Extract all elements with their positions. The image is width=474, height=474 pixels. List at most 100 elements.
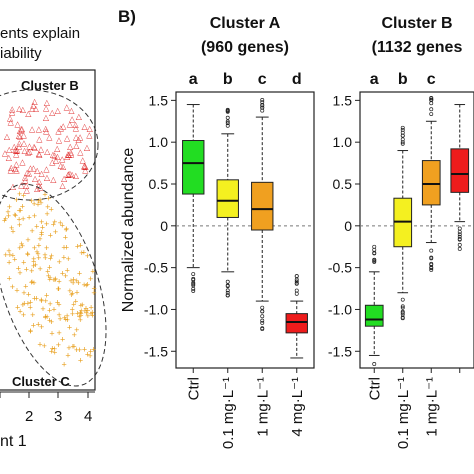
cluster-c-point: + (6, 246, 11, 256)
cluster-c-point: + (47, 299, 52, 309)
outlier-point (294, 274, 299, 279)
cluster-c-point: + (17, 220, 22, 230)
significance-letter: c (258, 71, 267, 88)
cluster-c-point: + (84, 308, 89, 318)
cluster-c-point: + (74, 276, 79, 286)
cluster-c-point: + (31, 254, 36, 264)
cluster-c-point: + (51, 275, 56, 285)
cluster-c-point: + (37, 264, 42, 274)
cluster-c-point: + (46, 193, 51, 203)
cluster-c-point: + (3, 214, 8, 224)
cluster-c-point: + (21, 310, 26, 320)
outlier-point (260, 102, 265, 107)
cluster-c-point: + (46, 271, 51, 281)
cluster-c-point: + (79, 306, 84, 316)
outlier-point (294, 279, 299, 284)
cluster-b-point: △ (68, 106, 75, 115)
y-tick-label: 1.5 (149, 92, 169, 108)
cluster-c-point: + (69, 290, 74, 300)
cluster-c-point: + (5, 207, 10, 217)
outlier-point (457, 242, 462, 247)
cluster-b-point: △ (68, 147, 75, 156)
outlier-point (260, 305, 265, 310)
cluster-b-point: △ (82, 162, 89, 171)
cluster-b-point: △ (34, 166, 41, 175)
cluster-c-point: + (20, 214, 25, 224)
outlier-point (429, 267, 434, 272)
cluster-b-point: △ (29, 104, 36, 113)
cluster-c-point: + (79, 248, 84, 258)
plot-frame (175, 91, 315, 369)
cluster-b-point: △ (36, 177, 43, 186)
cluster-b-point: △ (34, 184, 41, 193)
cluster-c-point: + (20, 201, 25, 211)
cluster-c-point: + (17, 243, 22, 253)
cluster-b-point: △ (87, 124, 94, 133)
cluster-b-point: △ (53, 156, 60, 165)
cluster-c-point: + (71, 342, 76, 352)
cluster-c-point: + (29, 266, 34, 276)
outlier-point (400, 140, 405, 145)
cluster-b-point: △ (36, 150, 43, 159)
cluster-c-point: + (32, 293, 37, 303)
cluster-b-point: △ (81, 161, 88, 170)
cluster-c-point: + (78, 240, 83, 250)
cluster-b-point: △ (44, 173, 51, 182)
cluster-b-point: △ (84, 143, 91, 152)
cluster-c-point: + (32, 243, 37, 253)
cluster-b-point: △ (86, 131, 93, 140)
cluster-b-point: △ (8, 166, 15, 175)
outlier-point (372, 251, 377, 256)
cluster-c-point: + (58, 218, 63, 228)
cluster-c-point: + (12, 254, 17, 264)
cluster-c-point: + (7, 274, 12, 284)
cluster-c-point: + (57, 314, 62, 324)
cluster-b-point: △ (54, 152, 61, 161)
cluster-c-point: + (66, 343, 71, 353)
cluster-b-point: △ (50, 175, 57, 184)
cluster-c-point: + (36, 240, 41, 250)
cluster-c-point: + (81, 247, 86, 257)
cluster-b-point: △ (16, 138, 23, 147)
cluster-c-point: + (21, 190, 26, 200)
outlier-point (400, 137, 405, 142)
cluster-c-point: + (40, 304, 45, 314)
cluster-b-point: △ (18, 125, 25, 134)
cluster-c-point: + (85, 305, 90, 315)
cluster-c-point: + (34, 294, 39, 304)
cluster-c-point: + (45, 209, 50, 219)
cluster-b-point: △ (13, 146, 20, 155)
cluster-c-point: + (87, 351, 92, 361)
cluster-c-point: + (20, 241, 25, 251)
outlier-point (400, 312, 405, 317)
cluster-c-point: + (31, 261, 36, 271)
cluster-c-point: + (29, 196, 34, 206)
cluster-b-point: △ (14, 146, 21, 155)
cluster-c-point: + (17, 306, 22, 316)
cluster-c-point: + (51, 305, 56, 315)
cluster-c-point: + (60, 220, 65, 230)
cluster-c-point: + (78, 315, 83, 325)
x-category-label: Ctrl (366, 377, 383, 400)
cluster-b-point: △ (64, 103, 71, 112)
cluster-c-point: + (53, 275, 58, 285)
cluster-c-point: + (82, 280, 87, 290)
cluster-c-point: + (36, 320, 41, 330)
cluster-b-point: △ (13, 150, 20, 159)
cluster-c-point: + (14, 195, 19, 205)
outlier-point (225, 288, 230, 293)
cluster-b-point: △ (67, 120, 74, 129)
cluster-b-point: △ (2, 148, 9, 157)
cluster-b-point: △ (19, 124, 26, 133)
cluster-b-point: △ (43, 164, 50, 173)
cluster-c-point: + (88, 309, 93, 319)
y-tick-label: 0 (344, 218, 352, 234)
cluster-c-point: + (60, 334, 65, 344)
significance-letter: a (189, 71, 198, 88)
cluster-b-point: △ (16, 104, 23, 113)
cluster-c-point: + (30, 226, 35, 236)
significance-letter: a (370, 71, 379, 88)
cluster-c-point: + (28, 327, 33, 337)
cluster-c-point: + (64, 224, 69, 234)
cluster-b-point: △ (32, 174, 39, 183)
